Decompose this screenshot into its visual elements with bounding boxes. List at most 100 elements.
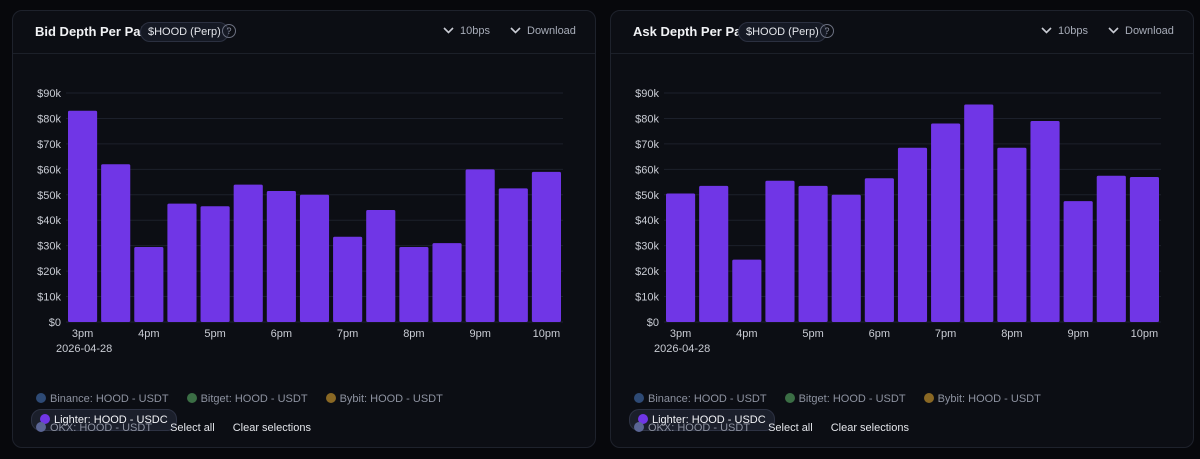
bar	[864, 178, 894, 322]
y-tick-label: $20k	[635, 266, 659, 278]
bar	[732, 259, 762, 322]
download-button[interactable]: Download	[1108, 25, 1174, 37]
y-tick-label: $20k	[37, 266, 61, 278]
panel-header: Ask Depth Per Pair $HOOD (Perp) ? 10bps …	[611, 11, 1193, 54]
x-tick-label: 9pm	[1067, 328, 1088, 340]
bar	[167, 203, 197, 322]
bar	[831, 194, 861, 322]
ticker-badge[interactable]: $HOOD (Perp)	[140, 22, 229, 42]
legend-label: OKX: HOOD - USDT	[648, 422, 751, 434]
x-tick-label: 5pm	[204, 328, 225, 340]
legend-dot	[638, 414, 648, 424]
legend-label: Lighter: HOOD - USDC	[54, 414, 168, 426]
y-tick-label: $80k	[37, 113, 61, 125]
x-date-label: 2026-04-28	[56, 343, 112, 355]
bar	[101, 164, 131, 322]
y-tick-label: $40k	[37, 215, 61, 227]
panel-title: Bid Depth Per Pair	[35, 24, 150, 39]
bar	[399, 246, 429, 322]
bar	[233, 184, 263, 322]
x-date-label: 2026-04-28	[654, 343, 710, 355]
y-tick-label: $80k	[635, 113, 659, 125]
legend-dot	[634, 393, 644, 403]
bar	[134, 246, 164, 322]
bar	[997, 147, 1027, 322]
bar	[699, 185, 729, 322]
chevron-down-icon	[443, 25, 457, 37]
x-tick-label: 5pm	[802, 328, 823, 340]
bar	[531, 171, 561, 322]
bar	[465, 169, 495, 322]
panel-title: Ask Depth Per Pair	[633, 24, 751, 39]
bps-label: 10bps	[1058, 25, 1088, 37]
bar	[299, 194, 330, 322]
y-tick-label: $50k	[37, 190, 61, 202]
legend-dot	[784, 393, 795, 403]
legend-item[interactable]: Lighter: HOOD - USDC	[629, 409, 775, 431]
y-tick-label: $60k	[37, 164, 61, 176]
y-tick-label: $40k	[635, 215, 659, 227]
legend-item[interactable]: Binance: HOOD - USDT	[629, 389, 772, 409]
bps-dropdown[interactable]: 10bps	[443, 25, 490, 37]
bar	[200, 206, 230, 322]
legend-label: Bitget: HOOD - USDT	[798, 393, 906, 405]
clear-selections-button[interactable]: Clear selections	[232, 422, 311, 434]
select-all-button[interactable]: Select all	[768, 422, 813, 434]
x-tick-label: 8pm	[1001, 328, 1022, 340]
y-tick-label: $30k	[635, 241, 659, 253]
bar	[333, 236, 363, 322]
y-tick-label: $70k	[37, 139, 61, 151]
legend-item[interactable]: Bitget: HOOD - USDT	[780, 389, 911, 409]
bar	[666, 193, 696, 322]
legend-item[interactable]: OKX: HOOD - USDT	[31, 418, 157, 438]
x-tick-label: 6pm	[271, 328, 292, 340]
legend-dot	[36, 393, 46, 403]
y-tick-label: $30k	[37, 241, 61, 253]
bar	[1096, 175, 1126, 322]
panel-header: Bid Depth Per Pair $HOOD (Perp) ? 10bps …	[13, 11, 595, 54]
legend-item[interactable]: Binance: HOOD - USDT	[31, 389, 174, 409]
x-tick-label: 7pm	[337, 328, 358, 340]
question-circle-icon[interactable]: ?	[222, 24, 236, 38]
bid-depth-chart: $0 $10k $20k $30k $40k $50k $60k $70k $80k $90k 3p…	[13, 71, 597, 371]
download-button[interactable]: Download	[510, 25, 576, 37]
download-label: Download	[1125, 25, 1174, 37]
bar	[897, 147, 928, 322]
x-tick-label: 7pm	[935, 328, 956, 340]
clear-selections-button[interactable]: Clear selections	[830, 422, 909, 434]
y-tick-label: $60k	[635, 164, 659, 176]
question-circle-icon[interactable]: ?	[820, 24, 834, 38]
ticker-badge[interactable]: $HOOD (Perp)	[738, 22, 827, 42]
y-tick-label: $50k	[635, 190, 659, 202]
bar	[266, 190, 296, 322]
legend-label: Lighter: HOOD - USDC	[652, 414, 766, 426]
bar-chart: $0 $10k $20k $30k $40k $50k $60k $70k $80k $90k 3p…	[635, 88, 1161, 355]
bar	[1030, 120, 1060, 322]
y-tick-label: $90k	[635, 88, 659, 100]
legend-item[interactable]: Bitget: HOOD - USDT	[182, 389, 313, 409]
bps-label: 10bps	[460, 25, 490, 37]
legend-item[interactable]: Bybit: HOOD - USDT	[919, 389, 1046, 409]
bar-chart: $0 $10k $20k $30k $40k $50k $60k $70k $80k $90k 3p…	[37, 88, 563, 355]
x-tick-label: 8pm	[403, 328, 424, 340]
y-tick-label: $0	[49, 317, 61, 329]
legend-label: Bybit: HOOD - USDT	[339, 393, 443, 405]
bid-depth-panel: Bid Depth Per Pair $HOOD (Perp) ? 10bps …	[12, 10, 596, 448]
y-tick-label: $10k	[635, 292, 659, 304]
legend-label: OKX: HOOD - USDT	[50, 422, 153, 434]
legend-label: Binance: HOOD - USDT	[50, 393, 169, 405]
x-tick-label: 3pm	[72, 328, 93, 340]
legend-dot	[325, 393, 336, 403]
x-tick-label: 9pm	[469, 328, 490, 340]
legend-item[interactable]: OKX: HOOD - USDT	[629, 418, 755, 438]
bps-dropdown[interactable]: 10bps	[1041, 25, 1088, 37]
bar	[798, 185, 828, 322]
legend-item[interactable]: Lighter: HOOD - USDC	[31, 409, 177, 431]
legend-dot	[40, 414, 50, 424]
legend-item[interactable]: Bybit: HOOD - USDT	[321, 389, 448, 409]
legend-label: Binance: HOOD - USDT	[648, 393, 767, 405]
bar	[1063, 201, 1093, 322]
select-all-button[interactable]: Select all	[170, 422, 215, 434]
chevron-down-icon	[510, 25, 524, 37]
y-tick-label: $90k	[37, 88, 61, 100]
